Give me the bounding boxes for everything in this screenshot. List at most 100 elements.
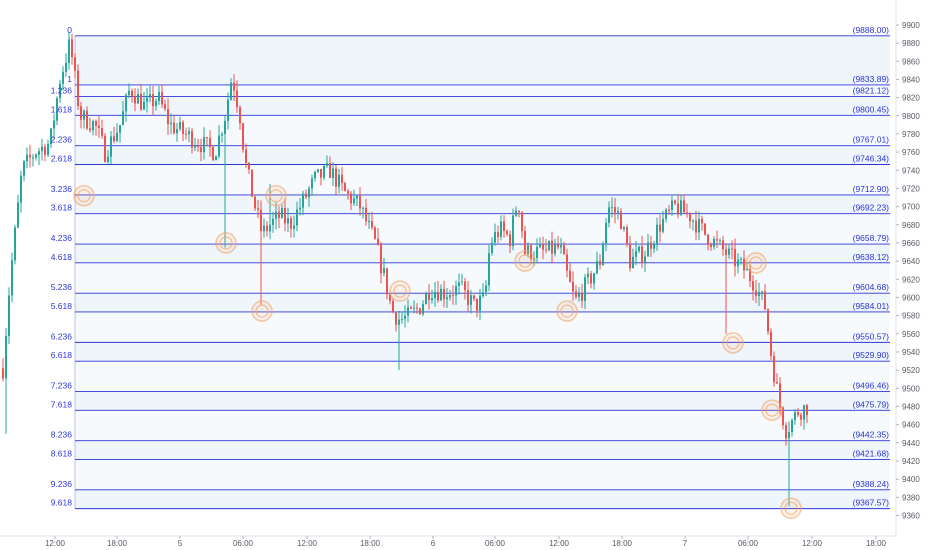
candle-body xyxy=(764,291,766,310)
candle-body xyxy=(773,355,775,383)
candle-body xyxy=(641,246,643,264)
fib-ratio-label: 2.236 xyxy=(51,135,73,145)
candle-body xyxy=(770,331,772,356)
candle-body xyxy=(581,293,583,301)
candle-body xyxy=(728,248,730,255)
y-tick-label: 9600 xyxy=(902,293,920,302)
fib-ratio-label: 6.618 xyxy=(51,350,73,360)
x-tick-label: 18:00 xyxy=(107,539,128,548)
y-tick-label: 9400 xyxy=(902,475,920,484)
candle-body xyxy=(761,291,763,293)
candle-body xyxy=(704,223,706,235)
candle-body xyxy=(782,407,784,426)
candle-body xyxy=(767,309,769,332)
candle-body xyxy=(155,101,157,107)
candle-body xyxy=(80,106,82,120)
candle-body xyxy=(260,209,262,232)
candle-body xyxy=(179,121,181,130)
fib-ratio-label: 0 xyxy=(67,25,72,35)
fib-ratio-label: 8.236 xyxy=(51,430,73,440)
candle-body xyxy=(416,307,418,309)
candle-body xyxy=(611,207,613,209)
candle-body xyxy=(239,107,241,124)
highlight-circle xyxy=(722,332,744,354)
candle-body xyxy=(305,193,307,198)
y-tick-label: 9740 xyxy=(902,166,920,175)
candle-body xyxy=(245,149,247,163)
candle-body xyxy=(389,294,391,301)
y-tick-label: 9620 xyxy=(902,275,920,284)
candle-body xyxy=(689,213,691,222)
candle-body xyxy=(53,120,55,129)
highlight-circle xyxy=(780,497,802,520)
candle-body xyxy=(248,162,250,170)
highlight-circle xyxy=(514,250,536,272)
fib-price-label: (9388.24) xyxy=(853,479,890,489)
fib-price-label: (9550.57) xyxy=(853,331,890,341)
candle-body xyxy=(278,211,280,218)
fib-ratio-label: 3.236 xyxy=(51,184,73,194)
candle-body xyxy=(671,200,673,210)
fib-price-label: (9638.12) xyxy=(853,252,890,262)
candle-body xyxy=(638,246,640,251)
fib-lines xyxy=(74,35,890,510)
candle-body xyxy=(338,174,340,187)
candles xyxy=(2,32,808,507)
candle-body xyxy=(332,168,334,178)
fib-ratio-label: 4.618 xyxy=(51,252,73,262)
candle-body xyxy=(140,93,142,110)
x-tick-label: 12:00 xyxy=(297,539,318,548)
y-tick-label: 9360 xyxy=(902,512,920,521)
candle-body xyxy=(20,175,22,203)
candle-body xyxy=(107,156,109,162)
candle-body xyxy=(665,209,667,219)
candle-body xyxy=(803,405,805,420)
y-tick-label: 9420 xyxy=(902,457,920,466)
candle-body xyxy=(572,281,574,292)
candle-body xyxy=(800,414,802,420)
candle-body xyxy=(551,240,553,254)
fib-fills xyxy=(75,35,890,509)
candle-body xyxy=(431,298,433,301)
candle-body xyxy=(449,295,451,298)
fib-price-label: (9833.89) xyxy=(853,74,890,84)
candle-body xyxy=(119,125,121,133)
candle-body xyxy=(251,169,253,197)
candle-body xyxy=(455,286,457,296)
candle-body xyxy=(185,133,187,135)
candle-body xyxy=(521,212,523,232)
y-tick-label: 9800 xyxy=(902,112,920,121)
y-tick-label: 9500 xyxy=(902,384,920,393)
candle-body xyxy=(701,218,703,224)
candle-body xyxy=(695,220,697,233)
fib-price-label: (9712.90) xyxy=(853,184,890,194)
candle-body xyxy=(710,244,712,247)
highlight-circle-inner xyxy=(269,189,283,203)
candle-body xyxy=(680,200,682,215)
candle-body xyxy=(41,146,43,152)
candle-body xyxy=(698,218,700,233)
candle-body xyxy=(707,234,709,245)
candle-body xyxy=(275,211,277,219)
candle-body xyxy=(395,312,397,325)
candle-body xyxy=(188,131,190,135)
x-tick-label: 06:00 xyxy=(233,539,254,548)
candle-body xyxy=(182,121,184,134)
candle-body xyxy=(116,132,118,141)
x-tick-label: 6 xyxy=(431,539,436,548)
y-tick-label: 9540 xyxy=(902,348,920,357)
candle-body xyxy=(131,90,133,97)
candle-body xyxy=(734,248,736,267)
candle-body xyxy=(341,174,343,183)
x-tick-label: 06:00 xyxy=(485,539,506,548)
fib-ratio-label: 7.236 xyxy=(51,381,73,391)
candle-body xyxy=(797,412,799,415)
candle-body xyxy=(536,246,538,259)
candle-body xyxy=(320,169,322,178)
fib-price-label: (9658.79) xyxy=(853,233,890,243)
candle-body xyxy=(335,168,337,187)
candle-body xyxy=(35,154,37,158)
fib-zone xyxy=(75,459,890,490)
candle-body xyxy=(500,221,502,237)
